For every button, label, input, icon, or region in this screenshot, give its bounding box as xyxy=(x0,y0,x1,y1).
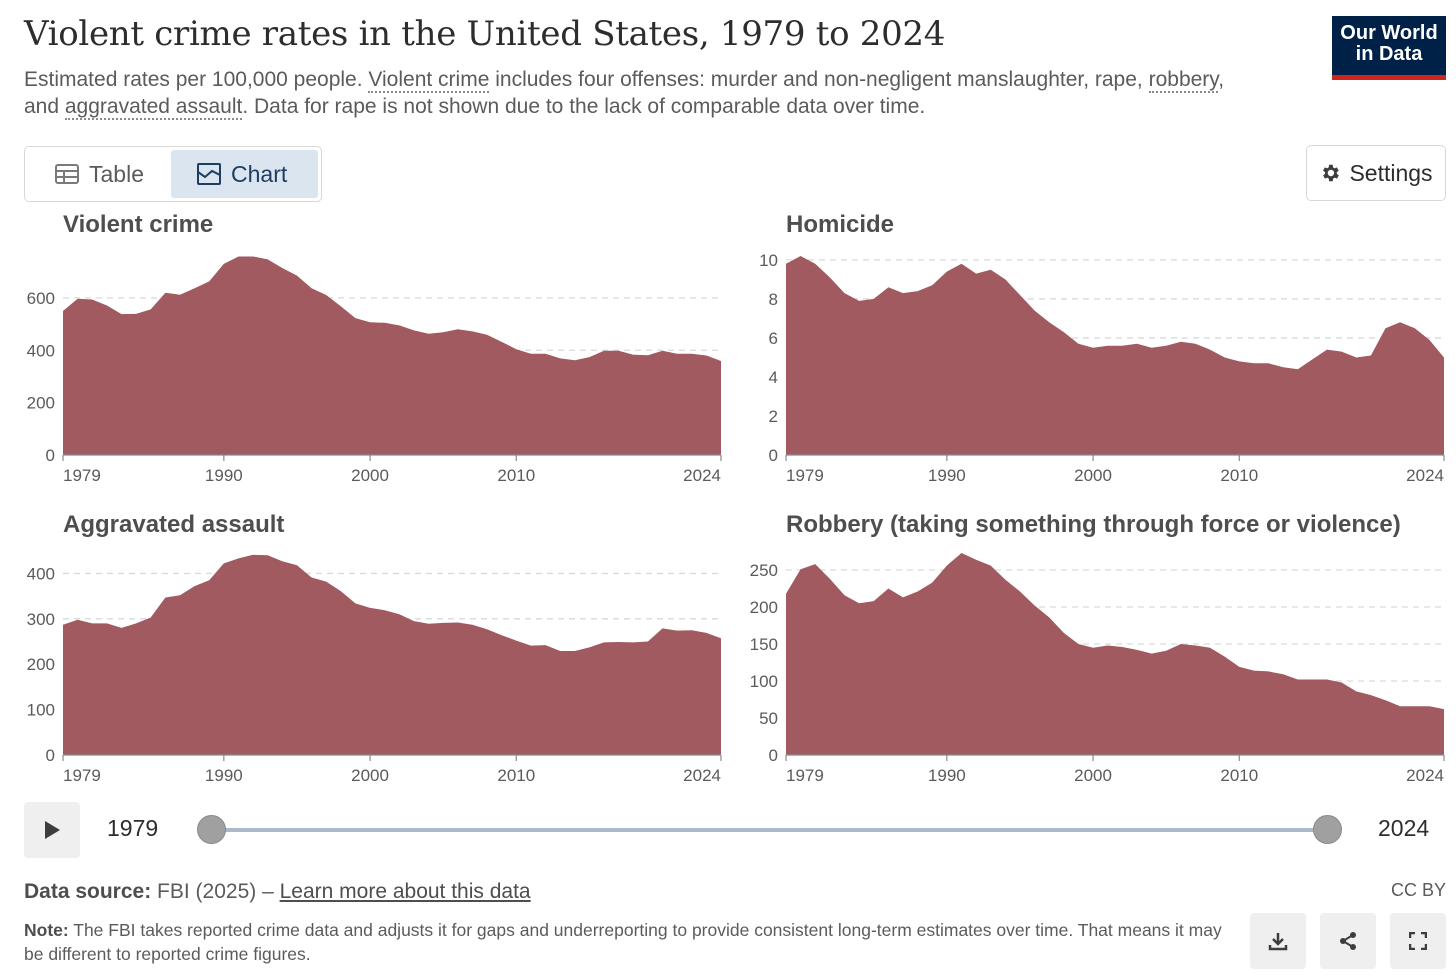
chart-subtitle: Estimated rates per 100,000 people. Viol… xyxy=(24,66,1254,120)
play-button[interactable] xyxy=(24,802,80,858)
subtitle-text: includes four offenses: murder and non-n… xyxy=(489,68,1149,91)
learn-more-link[interactable]: Learn more about this data xyxy=(279,880,531,903)
subtitle-text: . Data for rape is not shown due to the … xyxy=(242,95,926,118)
y-tick-label: 0 xyxy=(46,746,55,765)
x-tick-label: 2000 xyxy=(351,466,389,485)
panel-title-violent-crime: Violent crime xyxy=(63,211,214,238)
subtitle-text: , and xyxy=(24,68,1225,118)
share-button[interactable] xyxy=(1320,913,1376,969)
x-tick-label: 1979 xyxy=(63,766,101,785)
x-tick-label: 1990 xyxy=(205,466,243,485)
owid-logo[interactable]: Our World in Data xyxy=(1332,16,1446,80)
license-label[interactable]: CC BY xyxy=(1391,880,1447,900)
y-tick-label: 8 xyxy=(769,290,778,309)
y-tick-label: 50 xyxy=(759,709,778,728)
timeline-start-handle[interactable] xyxy=(197,815,226,844)
play-icon xyxy=(45,821,60,839)
fullscreen-button[interactable] xyxy=(1390,913,1446,969)
x-tick-label: 2010 xyxy=(1220,466,1258,485)
download-button[interactable] xyxy=(1250,913,1306,969)
view-tabs: Table Chart xyxy=(24,146,322,202)
x-tick-label: 2000 xyxy=(1074,766,1112,785)
panel-title-aggravated-assault: Aggravated assault xyxy=(63,511,285,538)
chart-note: Note: The FBI takes reported crime data … xyxy=(24,918,1224,966)
download-icon xyxy=(1268,933,1288,951)
data-source: Data source: FBI (2025) – Learn more abo… xyxy=(24,880,531,904)
gear-icon xyxy=(1323,164,1340,182)
y-tick-label: 0 xyxy=(769,746,778,765)
x-tick-label: 2010 xyxy=(497,766,535,785)
subtitle-text: Estimated rates per 100,000 people. xyxy=(24,68,369,91)
y-tick-label: 0 xyxy=(46,446,55,465)
x-tick-label: 2024 xyxy=(1406,466,1444,485)
y-tick-label: 2 xyxy=(769,407,778,426)
x-tick-label: 2000 xyxy=(351,766,389,785)
timeline-track[interactable] xyxy=(211,828,1327,832)
y-tick-label: 400 xyxy=(27,564,55,583)
y-tick-label: 100 xyxy=(750,672,778,691)
x-tick-label: 1990 xyxy=(928,466,966,485)
area-series xyxy=(786,553,1444,755)
timeline-start-label: 1979 xyxy=(107,815,159,841)
y-tick-label: 200 xyxy=(27,655,55,674)
x-tick-label: 2024 xyxy=(683,466,721,485)
y-tick-label: 200 xyxy=(750,598,778,617)
chart-title: Violent crime rates in the United States… xyxy=(24,14,946,54)
tab-table[interactable]: Table xyxy=(29,150,171,198)
area-series xyxy=(63,256,721,455)
area-series xyxy=(786,256,1444,455)
x-tick-label: 2010 xyxy=(1220,766,1258,785)
logo-line-2: in Data xyxy=(1355,43,1423,65)
y-tick-label: 10 xyxy=(759,251,778,270)
y-tick-label: 150 xyxy=(750,635,778,654)
y-tick-label: 250 xyxy=(750,561,778,580)
table-icon xyxy=(55,164,79,184)
x-tick-label: 1990 xyxy=(928,766,966,785)
source-value: FBI (2025) – xyxy=(151,880,280,903)
x-tick-label: 1990 xyxy=(205,766,243,785)
y-tick-label: 200 xyxy=(27,394,55,413)
x-tick-label: 2000 xyxy=(1074,466,1112,485)
area-series xyxy=(63,554,721,755)
x-tick-label: 1979 xyxy=(786,766,824,785)
note-text: The FBI takes reported crime data and ad… xyxy=(24,920,1222,964)
y-tick-label: 100 xyxy=(27,701,55,720)
x-tick-label: 2024 xyxy=(1406,766,1444,785)
settings-button[interactable]: Settings xyxy=(1306,145,1446,201)
y-tick-label: 4 xyxy=(769,368,778,387)
note-label: Note: xyxy=(24,920,69,940)
tab-table-label: Table xyxy=(89,160,144,187)
share-icon xyxy=(1340,932,1356,950)
settings-label: Settings xyxy=(1349,159,1433,186)
y-tick-label: 400 xyxy=(27,341,55,360)
y-tick-label: 0 xyxy=(769,446,778,465)
x-tick-label: 2024 xyxy=(683,766,721,785)
y-tick-label: 6 xyxy=(769,329,778,348)
panel-title-robbery: Robbery (taking something through force … xyxy=(786,511,1401,538)
y-tick-label: 600 xyxy=(27,289,55,308)
timeline-end-label: 2024 xyxy=(1378,815,1430,841)
y-tick-label: 300 xyxy=(27,610,55,629)
panel-title-homicide: Homicide xyxy=(786,211,895,238)
fullscreen-icon xyxy=(1409,932,1427,950)
logo-line-1: Our World xyxy=(1340,22,1438,44)
aggravated-assault-definition-link[interactable]: aggravated assault xyxy=(64,95,243,120)
chart-icon xyxy=(197,163,221,185)
tab-chart-label: Chart xyxy=(231,160,288,187)
source-label: Data source: xyxy=(24,880,152,903)
tab-chart[interactable]: Chart xyxy=(171,150,318,198)
violent-crime-definition-link[interactable]: Violent crime xyxy=(368,68,490,93)
robbery-definition-link[interactable]: robbery xyxy=(1148,68,1219,93)
x-tick-label: 1979 xyxy=(63,466,101,485)
timeline-end-handle[interactable] xyxy=(1313,815,1342,844)
x-tick-label: 1979 xyxy=(786,466,824,485)
x-tick-label: 2010 xyxy=(497,466,535,485)
